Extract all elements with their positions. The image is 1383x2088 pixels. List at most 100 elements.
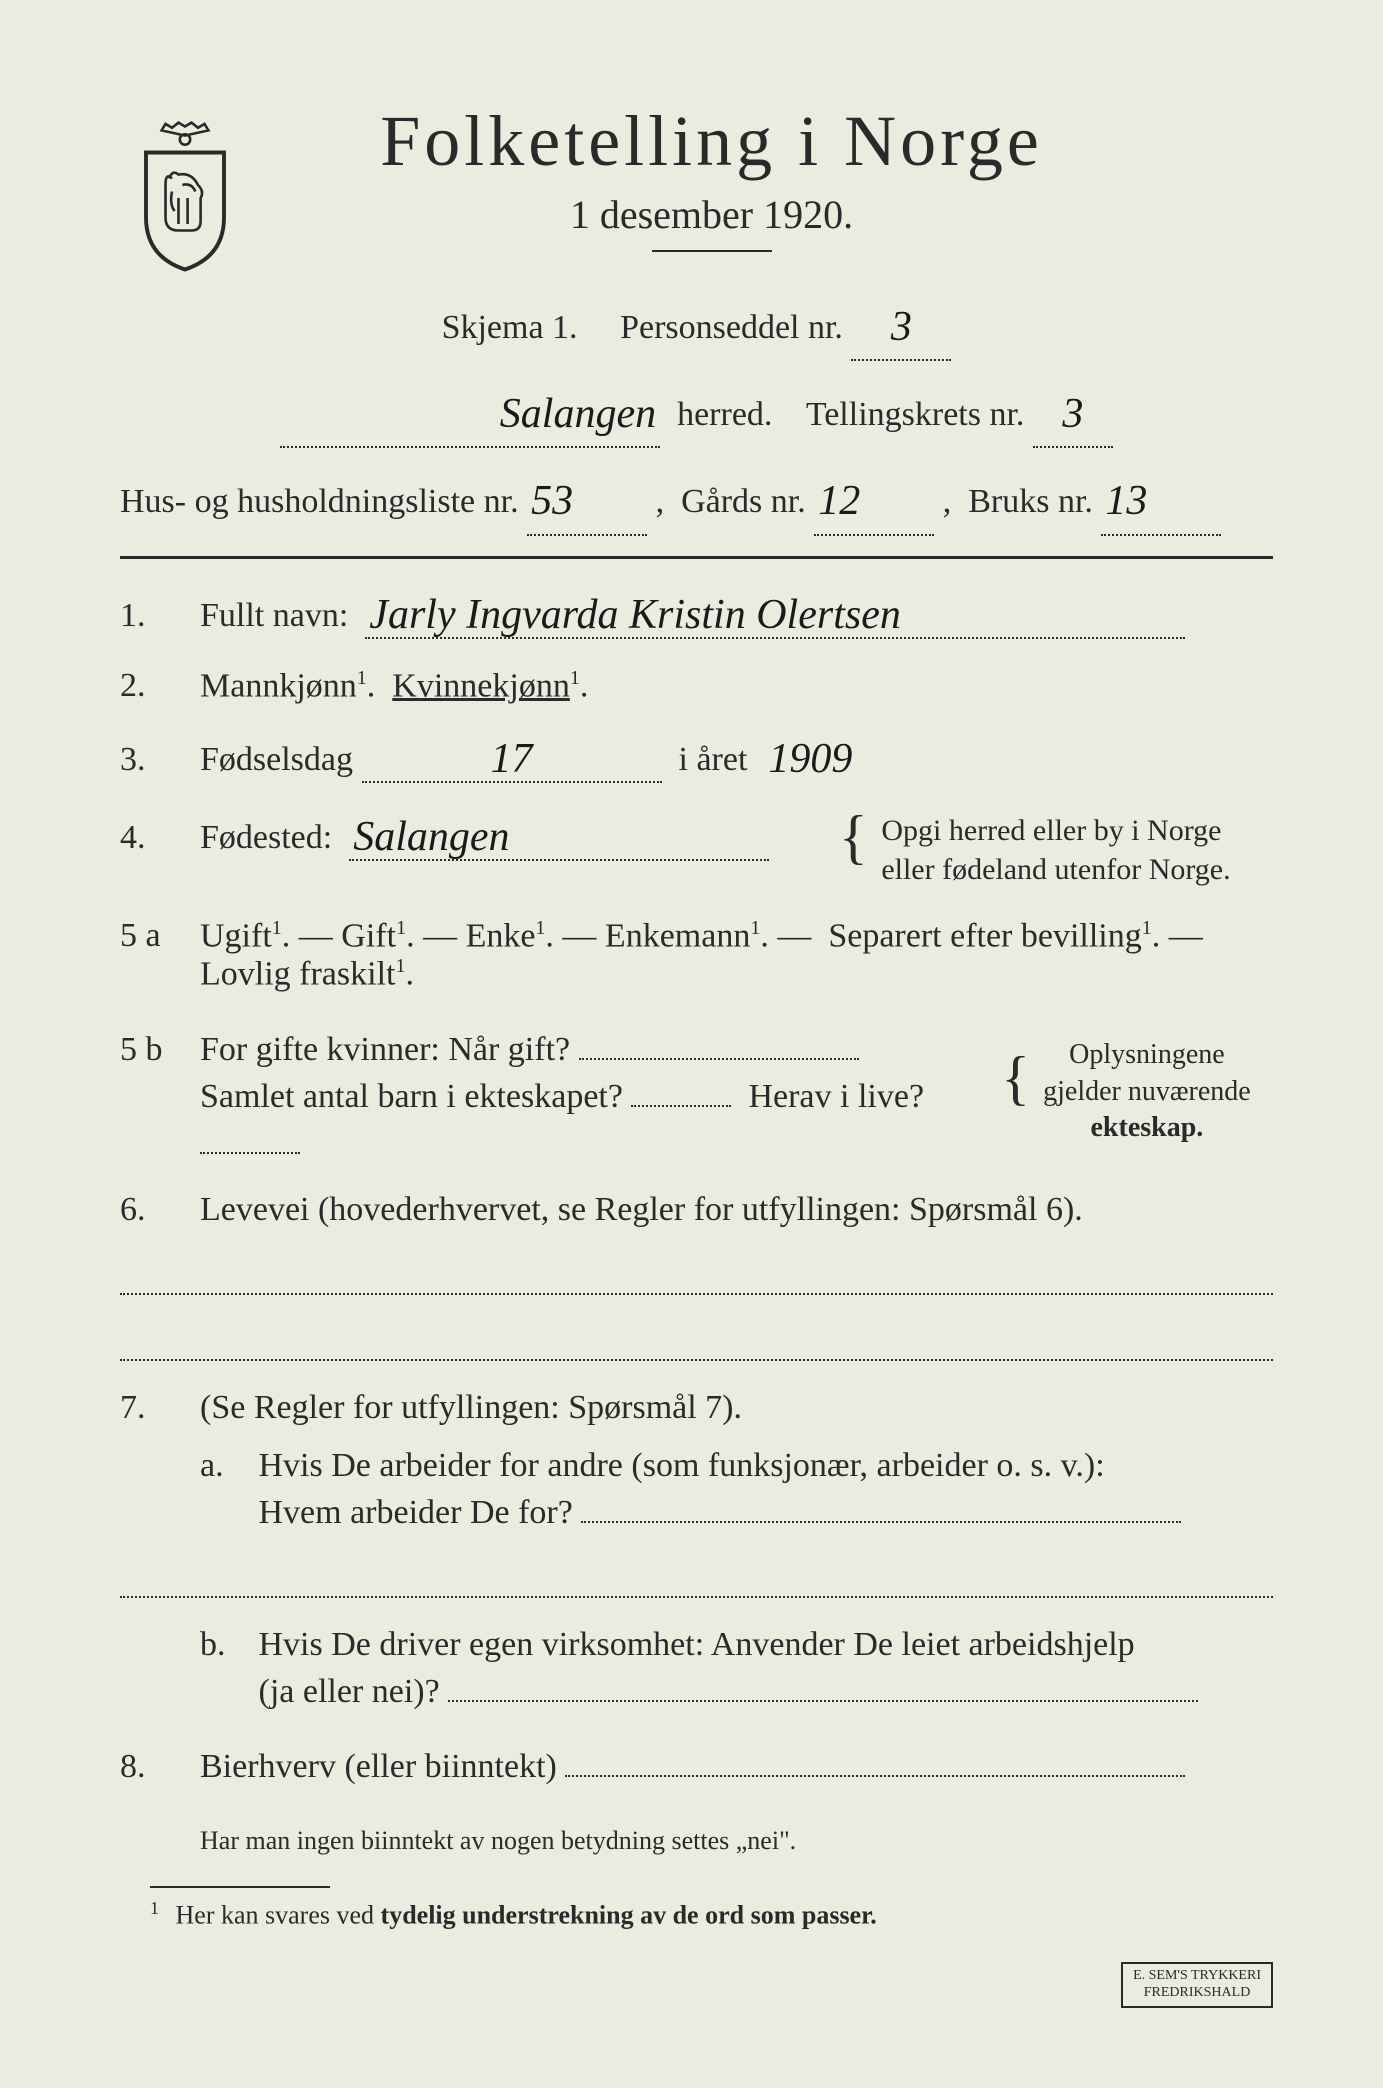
header: Folketelling i Norge 1 desember 1920. xyxy=(120,100,1273,282)
q1-value: Jarly Ingvarda Kristin Olertsen xyxy=(365,592,905,638)
q5a-row: 5 a Ugift1. — Gift1. — Enke1. — Enkemann… xyxy=(120,917,1273,994)
q6-num: 6. xyxy=(120,1191,200,1229)
q6-row: 6. Levevei (hovederhvervet, se Regler fo… xyxy=(120,1191,1273,1229)
subtitle: 1 desember 1920. xyxy=(290,191,1133,238)
q3-label: Fødselsdag xyxy=(200,741,353,778)
q3-row: 3. Fødselsdag 17 i året 1909 xyxy=(120,733,1273,783)
q8-label: Bierhverv (eller biinntekt) xyxy=(200,1748,557,1785)
q7b-text2: (ja eller nei)? xyxy=(259,1673,440,1710)
q5b-label1: For gifte kvinner: Når gift? xyxy=(200,1031,570,1068)
q1-row: 1. Fullt navn: Jarly Ingvarda Kristin Ol… xyxy=(120,589,1273,639)
q5b-live-field xyxy=(200,1116,300,1154)
crest-svg xyxy=(120,120,250,276)
q6-line1 xyxy=(120,1257,1273,1295)
tellingskrets-nr: 3 xyxy=(1058,391,1087,437)
q2-row: 2. Mannkjønn1. Kvinnekjønn1. xyxy=(120,667,1273,705)
census-form-page: Folketelling i Norge 1 desember 1920. Sk… xyxy=(20,20,1363,2068)
personseddel-nr: 3 xyxy=(887,304,916,350)
q3-day: 17 xyxy=(487,736,537,782)
q7b-row: b. Hvis De driver egen virksomhet: Anven… xyxy=(120,1626,1273,1711)
q3-year: 1909 xyxy=(764,736,856,782)
brace-icon-2: { xyxy=(1001,1045,1030,1111)
herred-field: Salangen xyxy=(280,379,660,448)
skjema-label: Skjema 1. xyxy=(442,309,578,346)
q6-content: Levevei (hovederhvervet, se Regler for u… xyxy=(200,1191,1273,1229)
footnote-text: Her kan svares ved tydelig understreknin… xyxy=(176,1900,877,1929)
brace-icon: { xyxy=(839,804,868,870)
q7a-text2: Hvem arbeider De for? xyxy=(259,1494,573,1531)
main-title: Folketelling i Norge xyxy=(290,100,1133,183)
skjema-line: Skjema 1. Personseddel nr. 3 xyxy=(120,292,1273,361)
gards-nr: 12 xyxy=(814,478,864,524)
q5b-row: 5 b For gifte kvinner: Når gift? Samlet … xyxy=(120,1022,1273,1163)
q4-left: Fødested: Salangen xyxy=(200,811,833,861)
q7a: a. Hvis De arbeider for andre (som funks… xyxy=(200,1447,1273,1532)
q7b-label: b. xyxy=(200,1626,250,1664)
title-block: Folketelling i Norge 1 desember 1920. xyxy=(290,100,1273,282)
footnote-rule xyxy=(150,1886,330,1888)
q2-kvinne: Kvinnekjønn xyxy=(392,667,570,704)
q7a-line xyxy=(120,1560,1273,1598)
q5b-content: For gifte kvinner: Når gift? Samlet anta… xyxy=(200,1022,1273,1163)
printer-stamp: E. SEM'S TRYKKERI FREDRIKSHALD xyxy=(1121,1962,1273,2008)
q5a-gift: Gift xyxy=(341,917,396,954)
bruks-field: 13 xyxy=(1101,466,1221,535)
q2-num: 2. xyxy=(120,667,200,705)
husliste-field: 53 xyxy=(527,466,647,535)
q5b-left: For gifte kvinner: Når gift? Samlet anta… xyxy=(200,1022,973,1163)
q5b-note2: gjelder nuværende xyxy=(1043,1076,1251,1107)
q5b-label3: Herav i live? xyxy=(748,1078,924,1115)
q4-row: 4. Fødested: Salangen { Opgi herred elle… xyxy=(120,811,1273,889)
q7a-field xyxy=(581,1485,1181,1523)
q7b-content: b. Hvis De driver egen virksomhet: Anven… xyxy=(200,1626,1273,1711)
q7a-text1: Hvis De arbeider for andre (som funksjon… xyxy=(259,1447,1105,1484)
q8-num: 8. xyxy=(120,1748,200,1786)
q4-note: { Opgi herred eller by i Norge eller fød… xyxy=(833,811,1273,889)
q2-sup1: 1 xyxy=(357,667,367,689)
q5a-fraskilt: Lovlig fraskilt xyxy=(200,956,395,993)
q5b-barn-field xyxy=(631,1069,731,1107)
q5a-content: Ugift1. — Gift1. — Enke1. — Enkemann1. —… xyxy=(200,917,1273,994)
q5b-note: { Oplysningene gjelder nuværende ekteska… xyxy=(973,1037,1273,1146)
herred-label: herred. xyxy=(677,396,772,433)
q7-num: 7. xyxy=(120,1389,200,1427)
tellingskrets-field: 3 xyxy=(1033,379,1113,448)
tellingskrets-label: Tellingskrets nr. xyxy=(806,396,1025,433)
q7-content: (Se Regler for utfyllingen: Spørsmål 7).… xyxy=(200,1389,1273,1532)
gards-label: Gårds nr. xyxy=(681,483,806,520)
footer-note: Har man ingen biinntekt av nogen betydni… xyxy=(120,1826,1273,1856)
q4-value: Salangen xyxy=(349,814,513,860)
personseddel-label: Personseddel nr. xyxy=(620,309,843,346)
q3-day-field: 17 xyxy=(362,733,662,783)
q2-sup2: 1 xyxy=(570,667,580,689)
q7-row: 7. (Se Regler for utfyllingen: Spørsmål … xyxy=(120,1389,1273,1532)
printer2: FREDRIKSHALD xyxy=(1144,1985,1251,2000)
husliste-nr: 53 xyxy=(527,478,577,524)
husliste-line: Hus- og husholdningsliste nr. 53 , Gårds… xyxy=(120,466,1273,535)
q5b-gift-field xyxy=(579,1022,859,1060)
herred-line: Salangen herred. Tellingskrets nr. 3 xyxy=(120,379,1273,448)
q2-mann: Mannkjønn xyxy=(200,667,357,704)
q5a-num: 5 a xyxy=(120,917,200,955)
q4-content: Fødested: Salangen { Opgi herred eller b… xyxy=(200,811,1273,889)
q1-field: Jarly Ingvarda Kristin Olertsen xyxy=(365,589,1185,639)
q5a-ugift: Ugift xyxy=(200,917,272,954)
q8-content: Bierhverv (eller biinntekt) xyxy=(200,1739,1273,1786)
q4-num: 4. xyxy=(120,819,200,857)
bruks-nr: 13 xyxy=(1101,478,1151,524)
q7-label: (Se Regler for utfyllingen: Spørsmål 7). xyxy=(200,1389,742,1426)
title-divider xyxy=(652,250,772,252)
q3-content: Fødselsdag 17 i året 1909 xyxy=(200,733,1273,783)
q5a-separert: Separert efter bevilling xyxy=(828,917,1141,954)
q5a-enkemann: Enkemann xyxy=(605,917,750,954)
bruks-label: Bruks nr. xyxy=(968,483,1093,520)
q1-num: 1. xyxy=(120,597,200,635)
printer1: E. SEM'S TRYKKERI xyxy=(1133,1968,1261,1983)
q6-label: Levevei (hovederhvervet, se Regler for u… xyxy=(200,1191,1083,1228)
footnote: 1 Her kan svares ved tydelig understrekn… xyxy=(120,1898,1273,1931)
gards-field: 12 xyxy=(814,466,934,535)
personseddel-nr-field: 3 xyxy=(851,292,951,361)
husliste-label: Hus- og husholdningsliste nr. xyxy=(120,483,519,520)
q6-line2 xyxy=(120,1323,1273,1361)
coat-of-arms-icon xyxy=(120,120,250,270)
